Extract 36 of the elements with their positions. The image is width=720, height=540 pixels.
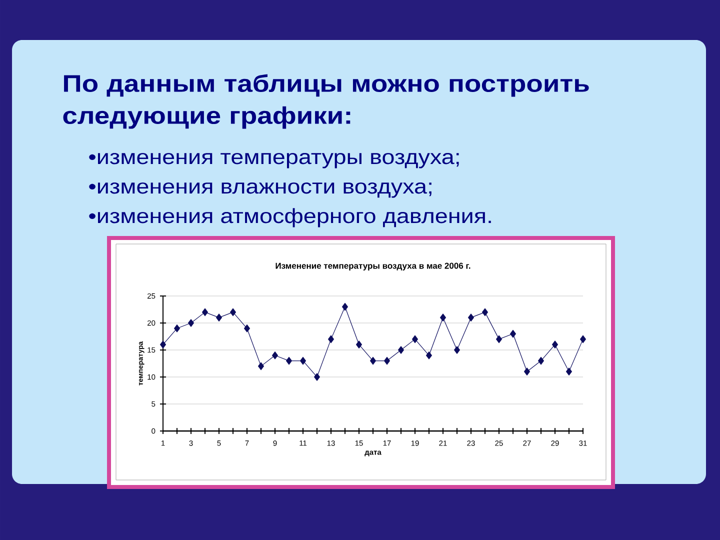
text: •изменения атмосферного давления.	[89, 208, 491, 228]
point	[174, 324, 180, 332]
point	[552, 340, 558, 348]
point	[566, 368, 572, 376]
point	[580, 335, 586, 344]
point	[384, 356, 390, 365]
point	[356, 340, 362, 348]
point	[314, 373, 320, 381]
point	[454, 346, 460, 354]
point	[216, 314, 222, 322]
chart-title: Изменение температуры воздуха в мае 2006 г.	[276, 262, 470, 270]
point	[328, 335, 334, 344]
point	[510, 330, 516, 338]
point	[468, 314, 474, 322]
point	[524, 368, 530, 376]
point	[202, 308, 208, 316]
point	[426, 351, 432, 360]
point	[258, 362, 264, 370]
point	[342, 302, 348, 311]
point	[244, 324, 250, 332]
text: •изменения температуры воздуха;	[89, 152, 459, 168]
point	[230, 308, 236, 316]
point	[272, 351, 278, 360]
point	[538, 356, 544, 365]
point	[440, 314, 446, 322]
point	[188, 319, 194, 327]
point	[496, 335, 502, 344]
point	[412, 335, 418, 344]
text: •изменения влажности воздуха;	[89, 182, 432, 198]
point	[482, 308, 488, 316]
point	[160, 340, 166, 348]
point	[370, 356, 376, 365]
text: По данным таблицы можно построить следующие графики:	[63, 74, 589, 129]
point	[398, 346, 404, 354]
point	[300, 356, 306, 365]
point	[286, 356, 292, 365]
